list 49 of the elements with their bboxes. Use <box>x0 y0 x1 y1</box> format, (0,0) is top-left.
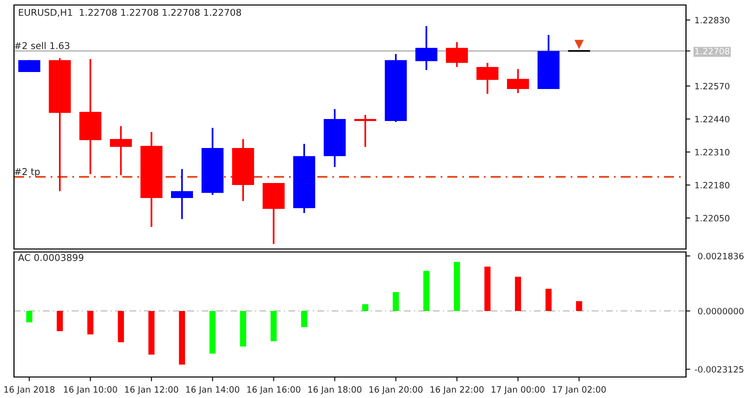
y-tick-label: 1.22570 <box>695 82 730 90</box>
bar <box>209 310 216 354</box>
y-tick-label: 0.0021836 <box>698 252 744 260</box>
ref-line-label: #2 tp <box>14 168 40 177</box>
bar <box>423 270 430 311</box>
x-tick-label: 17 Jan 00:00 <box>492 386 545 394</box>
bar <box>118 310 124 342</box>
bar <box>454 262 460 311</box>
y-tick-label: -0.0023125 <box>694 366 744 373</box>
bar <box>87 310 94 334</box>
bar <box>178 310 186 365</box>
bar <box>148 310 155 355</box>
bar <box>56 310 63 332</box>
bar <box>514 276 522 311</box>
y-tick-label: 1.22440 <box>695 116 730 122</box>
chart-title: EURUSD,H1 1.22708 1.22708 1.22708 1.22708 <box>18 8 242 17</box>
bar <box>545 288 552 311</box>
candlestick <box>110 125 132 176</box>
candlestick <box>446 41 468 68</box>
bar <box>484 266 491 311</box>
y-tick-label: 1.22050 <box>695 214 730 222</box>
bar <box>240 310 246 347</box>
bar <box>362 304 368 311</box>
y-tick-label: 1.22708 <box>695 48 730 54</box>
x-tick-label: 16 Jan 20:00 <box>370 386 423 394</box>
x-tick-label: 16 Jan 12:00 <box>125 386 178 394</box>
y-tick-label: 0.0000000 <box>698 308 744 314</box>
y-tick-label: 1.22180 <box>695 182 730 188</box>
candlestick <box>507 68 529 94</box>
candlestick <box>171 168 193 220</box>
x-tick-label: 16 Jan 14:00 <box>186 386 240 394</box>
bar <box>392 292 399 311</box>
candlestick <box>354 114 376 148</box>
x-tick-label: 16 Jan 10:00 <box>64 386 118 394</box>
candlestick <box>476 62 498 95</box>
y-tick-label: 1.22310 <box>695 148 730 156</box>
chart-title: AC 0.0003899 <box>18 254 84 262</box>
x-tick-label: 16 Jan 22:00 <box>430 386 484 394</box>
candlestick <box>415 25 438 71</box>
x-tick-label: 16 Jan 18:00 <box>308 386 362 394</box>
y-tick-label: 1.22830 <box>695 16 730 24</box>
x-tick-label: 17 Jan 02:00 <box>552 386 606 394</box>
ref-line-label: #2 sell 1.63 <box>14 42 70 50</box>
x-tick-label: 16 Jan 16:00 <box>247 386 300 394</box>
bar <box>301 310 308 328</box>
bar <box>270 310 277 342</box>
bar <box>26 310 32 322</box>
bar <box>576 301 582 311</box>
x-tick-label: 16 Jan 2018 <box>4 386 54 394</box>
